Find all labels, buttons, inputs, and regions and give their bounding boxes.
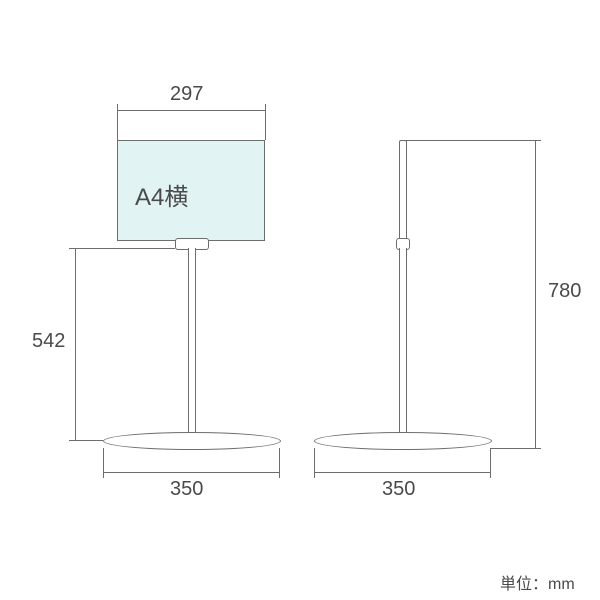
dim-right-ext-top [405, 140, 535, 141]
dim-bases-ext-l [314, 448, 315, 472]
front-base [103, 432, 281, 450]
dim-top-ext-r [265, 110, 266, 140]
side-panel-edge [399, 140, 407, 243]
dim-top-ext-l [117, 110, 118, 140]
dim-left-ext-top [75, 248, 175, 249]
dim-right-line [535, 140, 536, 448]
dim-basef-ext-r [279, 448, 280, 472]
side-base [314, 432, 492, 450]
front-panel-label: A4横 [135, 177, 188, 212]
unit-label: 単位：mm [500, 570, 575, 594]
dim-basef-ext-l [103, 448, 104, 472]
dim-basef-line [103, 472, 279, 473]
dim-top-label: 297 [170, 83, 203, 106]
dim-bases-ext-r [490, 448, 491, 472]
dim-left-label: 542 [32, 330, 65, 353]
dim-left-ext-bot [75, 440, 103, 441]
dim-bases-label: 350 [382, 478, 415, 501]
side-pole [399, 248, 407, 438]
dim-bases-line [314, 472, 490, 473]
dim-left-line [75, 248, 76, 440]
front-pole [188, 248, 196, 438]
dim-right-ext-bot [490, 448, 535, 449]
dim-top-line [117, 110, 265, 111]
diagram-stage: A4横 297 542 780 350 350 単位：mm [0, 0, 600, 600]
dim-basef-label: 350 [170, 478, 203, 501]
dim-right-label: 780 [548, 280, 581, 303]
